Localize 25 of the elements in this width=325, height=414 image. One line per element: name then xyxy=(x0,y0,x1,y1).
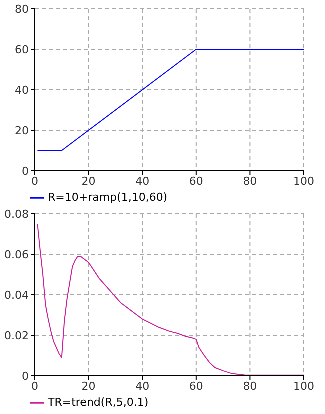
y-tick-label: 0 xyxy=(22,370,29,383)
x-tick-label: 40 xyxy=(136,174,150,188)
x-tick-label: 80 xyxy=(243,174,258,188)
x-tick-label: 20 xyxy=(82,380,96,393)
x-tick-label: 0 xyxy=(32,380,38,393)
y-tick-label: 60 xyxy=(15,43,29,56)
x-tick-label: 0 xyxy=(32,174,38,188)
y-tick-label: 0.06 xyxy=(4,248,29,262)
y-tick-label: 0.02 xyxy=(4,329,29,342)
x-tick-label: 80 xyxy=(243,380,258,393)
y-tick-label: 80 xyxy=(15,2,29,16)
y-tick-label: 0.08 xyxy=(4,208,29,221)
x-tick-label: 100 xyxy=(294,174,314,188)
y-tick-label: 20 xyxy=(15,124,29,138)
line-series xyxy=(37,224,304,376)
x-tick-label: 100 xyxy=(294,380,314,393)
x-tick-label: 40 xyxy=(136,380,150,393)
y-tick-label: 0.04 xyxy=(4,288,29,302)
legend-label: TR=trend(R,5,0.1) xyxy=(48,396,149,410)
x-tick-label: 20 xyxy=(82,174,96,188)
y-tick-label: 40 xyxy=(15,84,29,97)
x-tick-label: 60 xyxy=(189,174,204,188)
x-tick-label: 60 xyxy=(189,380,204,393)
y-tick-label: 0 xyxy=(22,164,29,178)
legend-label: R=10+ramp(1,10,60) xyxy=(48,191,168,204)
